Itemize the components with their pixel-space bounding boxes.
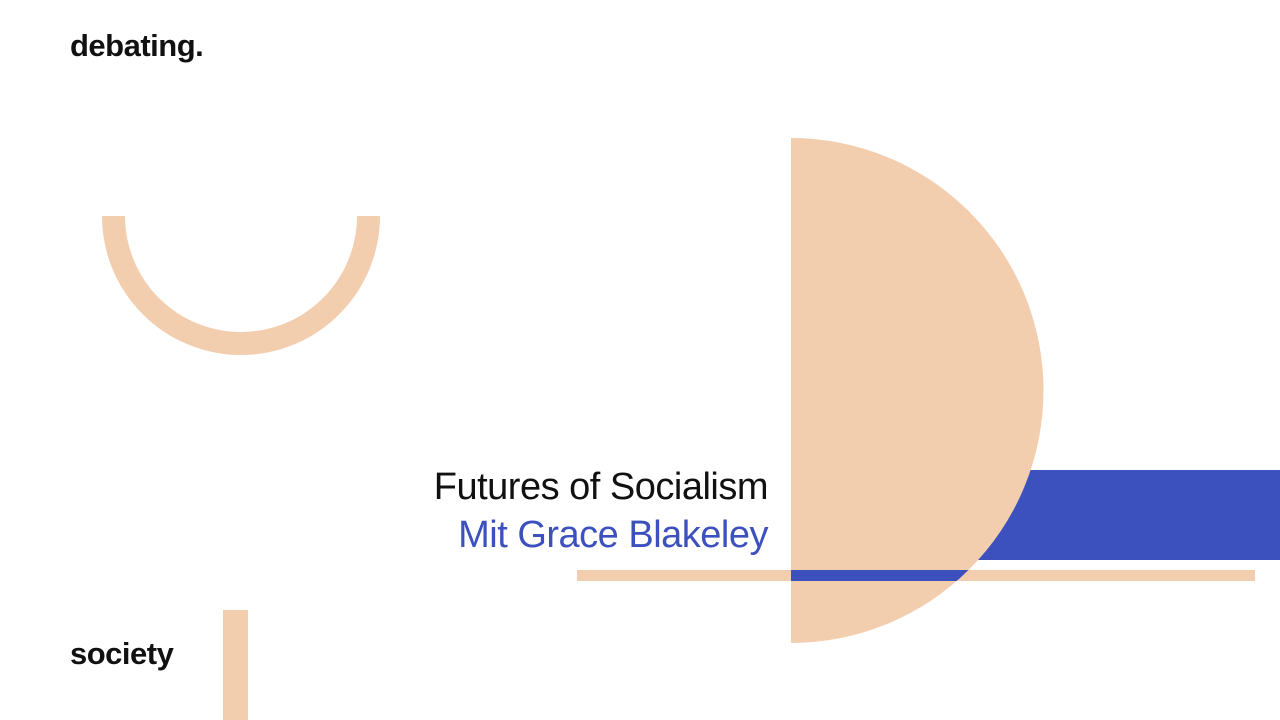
vertical-bar-shape <box>223 610 248 720</box>
slide-title: Futures of Socialism <box>433 466 769 508</box>
arc-ring-shape <box>102 216 380 355</box>
brand-logo-bottom: society <box>70 636 174 671</box>
half-circle-shape <box>791 138 1044 643</box>
slide-subtitle: Mit Grace Blakeley <box>458 514 768 556</box>
brand-logo-top: debating. <box>70 28 204 63</box>
line-overlap-shape <box>791 570 1044 581</box>
